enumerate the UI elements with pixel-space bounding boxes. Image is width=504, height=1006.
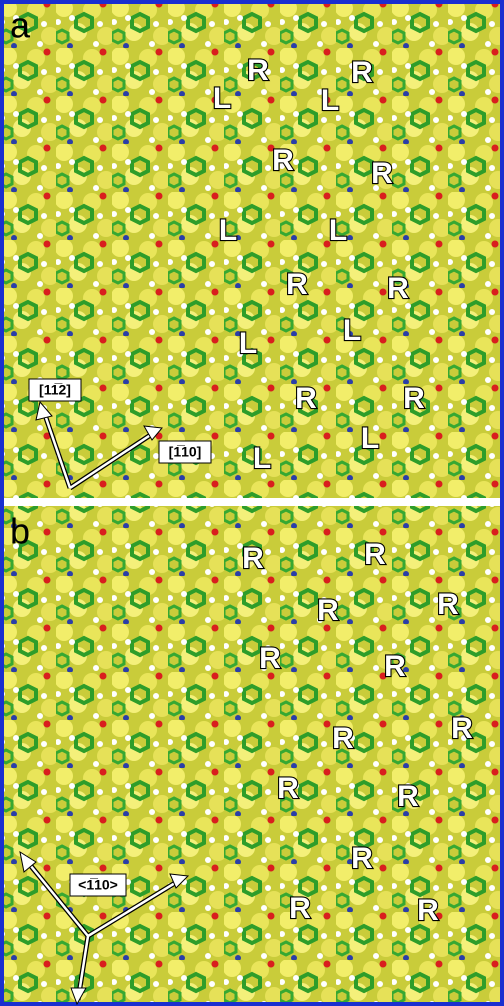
chirality-label: R [289, 892, 311, 925]
chirality-label: R [417, 894, 439, 927]
chirality-label: R [451, 712, 473, 745]
chirality-label: R [403, 382, 425, 415]
chirality-label: R [397, 780, 419, 813]
chirality-label: R [387, 272, 409, 305]
chirality-label: R [364, 538, 386, 571]
chirality-label: R [247, 54, 269, 87]
chirality-label: R [242, 542, 264, 575]
direction-label: [1̅10] [169, 444, 202, 460]
figure: aRRLLRRLLRRLLRRLL[11̅2][1̅10]bRRRRRRRRRR… [0, 0, 504, 1006]
chirality-label: L [321, 84, 339, 117]
chirality-label: R [351, 842, 373, 875]
chirality-label: L [253, 442, 271, 475]
chirality-label: L [343, 314, 361, 347]
separator [4, 498, 500, 506]
chirality-label: R [277, 772, 299, 805]
chirality-label: L [213, 82, 231, 115]
direction-label: [11̅2] [39, 382, 71, 398]
chirality-label: R [437, 588, 459, 621]
chirality-label: R [317, 594, 339, 627]
direction-label: <1̅10> [78, 877, 118, 893]
chirality-label: L [329, 214, 347, 247]
panel-label: b [10, 511, 30, 552]
chirality-label: R [371, 157, 393, 190]
chirality-label: R [272, 144, 294, 177]
chirality-label: L [239, 327, 257, 360]
chirality-label: R [295, 382, 317, 415]
chirality-label: L [361, 422, 379, 455]
chirality-label: R [332, 722, 354, 755]
chirality-label: R [286, 268, 308, 301]
chirality-label: L [219, 214, 237, 247]
chirality-label: R [351, 56, 373, 89]
panel-label: a [10, 5, 31, 46]
chirality-label: R [384, 650, 406, 683]
chirality-label: R [259, 642, 281, 675]
